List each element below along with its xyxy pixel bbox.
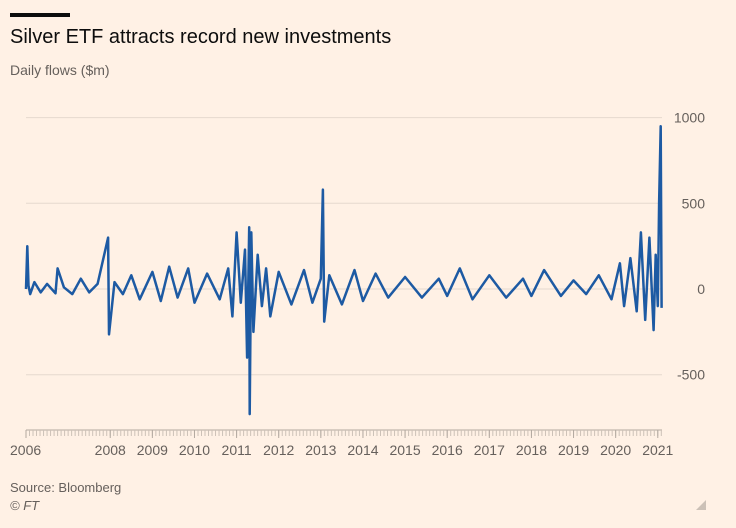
chart-subtitle: Daily flows ($m) [10,62,110,78]
y-tick-label: 500 [682,195,706,211]
x-tick-label: 2015 [389,442,420,458]
x-tick-label: 2014 [347,442,378,458]
x-tick-label: 2019 [558,442,589,458]
x-tick-label: 2021 [642,442,673,458]
x-tick-label: 2018 [516,442,547,458]
x-tick-label: 2006 [10,442,41,458]
x-tick-label: 2012 [263,442,294,458]
x-tick-label: 2008 [95,442,126,458]
source-note: Source: Bloomberg [10,480,122,495]
x-tick-label: 2017 [474,442,505,458]
resize-corner-icon [696,500,706,510]
copyright-note: © FT [10,498,40,513]
x-tick-label: 2016 [432,442,463,458]
x-tick-label: 2009 [137,442,168,458]
y-tick-label: 1000 [674,110,705,126]
ft-brand-bar [10,13,70,17]
x-tick-label: 2013 [305,442,336,458]
x-tick-label: 2020 [600,442,631,458]
x-tick-label: 2011 [222,442,252,458]
x-tick-label: 2010 [179,442,210,458]
chart-title: Silver ETF attracts record new investmen… [10,26,392,48]
y-tick-label: -500 [677,367,705,383]
series-line-0 [24,124,663,416]
y-tick-label: 0 [697,281,705,297]
